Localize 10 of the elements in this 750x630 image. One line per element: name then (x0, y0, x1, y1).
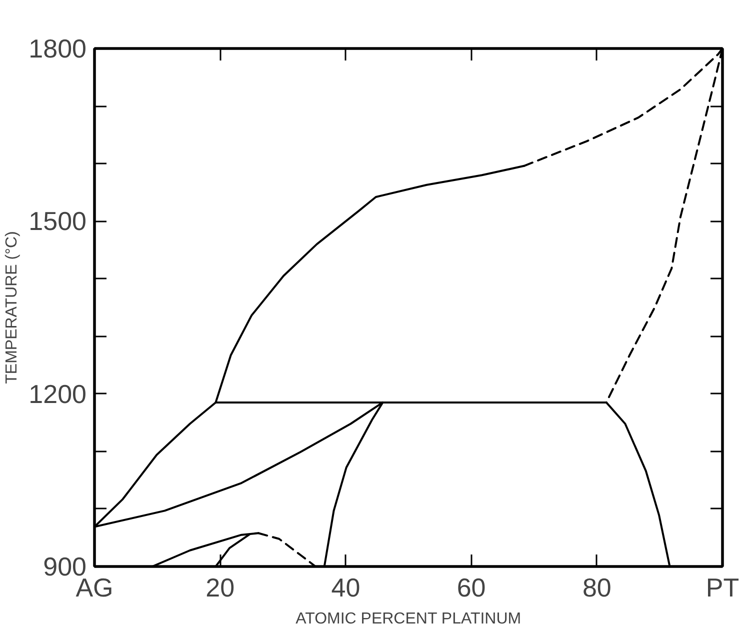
x-tick-label: 80 (582, 572, 612, 602)
y-tick-label: 1500 (28, 206, 87, 236)
x-tick-label: 20 (206, 572, 235, 602)
x-axis-title: ATOMIC PERCENT PLATINUM (296, 610, 522, 628)
x-tick-label: 60 (456, 572, 486, 602)
y-tick-label: 1200 (28, 378, 87, 409)
y-axis-title: TEMPERATURE (°C) (4, 231, 21, 384)
x-tick-label: 40 (331, 572, 360, 602)
x-tick-label: PT (706, 572, 740, 602)
y-tick-label: 1800 (28, 34, 87, 64)
